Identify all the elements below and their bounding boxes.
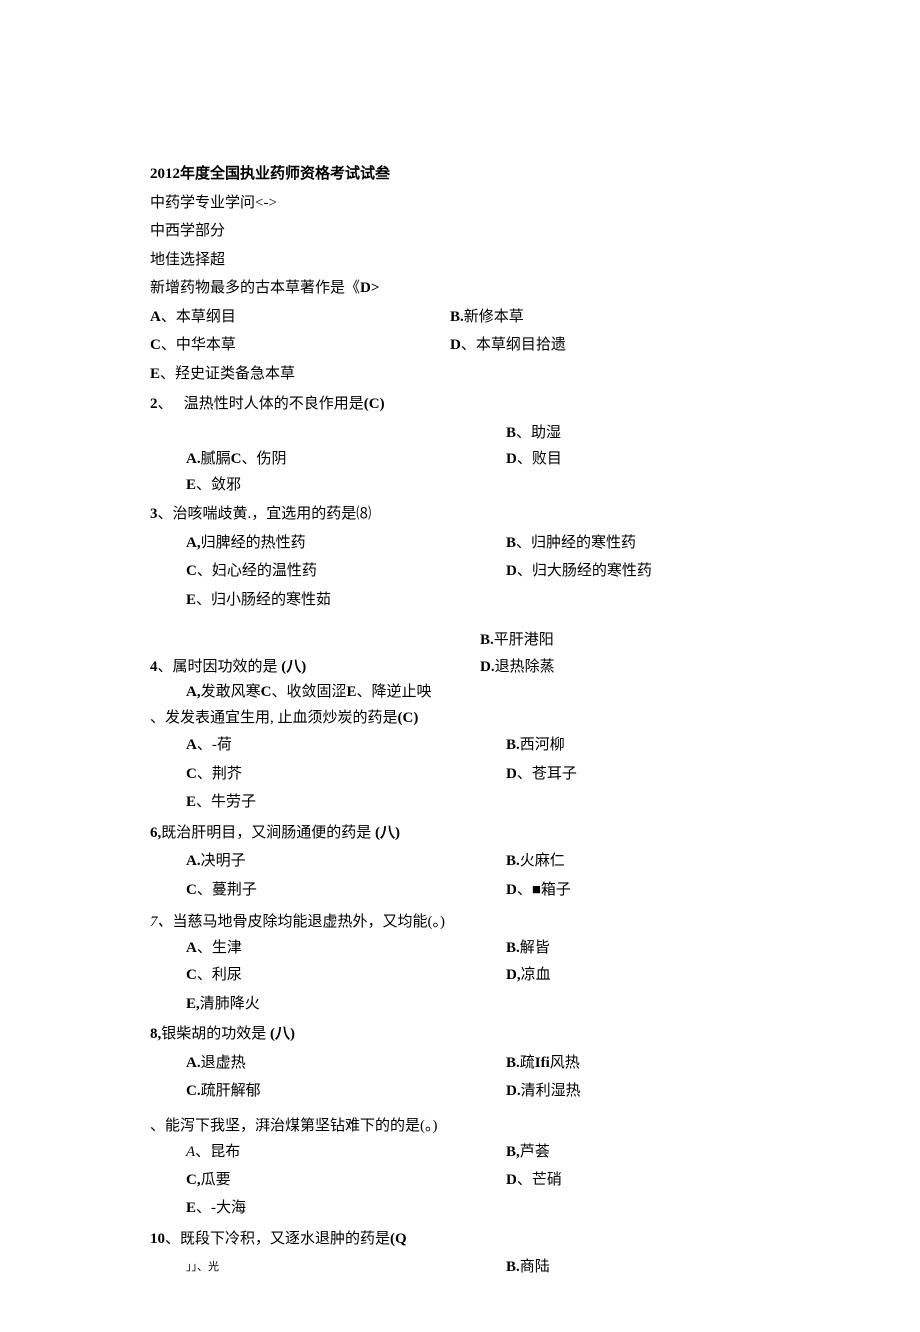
doc-sub3: 地佳选择超: [150, 246, 770, 275]
q9-stem: 、能泻下我坚，湃治煤第坚钻难下的的是(。): [150, 1112, 770, 1141]
q1-row2: C、中华本草 D、本草纲目拾遗: [150, 331, 770, 360]
q7-row1: A、生津 B.解皆: [150, 936, 770, 962]
doc-intro: 新增药物最多的古本草著作是《D>: [150, 274, 770, 303]
q7-row3: E,清肺降火: [150, 990, 770, 1019]
q4-optsline: A,发敢风寒C、收敛固涩E、降逆止咉: [150, 680, 770, 706]
q10-row1: 」」、光 B.商陆: [150, 1253, 770, 1282]
q4-stem: 4、属时因功效的是 (八) D.退热除蒸: [150, 655, 770, 681]
q7-stem: 7、当慈马地骨皮除均能退虚热外，又均能(。): [150, 910, 770, 936]
q3-row2: C、妇心经的温性药 D、归大肠经的寒性药: [150, 557, 770, 586]
q3-row1: A,归脾经的热性药 B、归肿经的寒性药: [150, 529, 770, 558]
q5-row1: A、-荷 B.西河柳: [150, 731, 770, 760]
q3-row3: E、归小肠经的寒性茹: [150, 586, 770, 615]
q6-stem: 6,既治肝明目，又涧肠通便的药是 (八): [150, 819, 770, 848]
q10-stem: 10、既段下冷积，又逐水退肿的药是(Q: [150, 1225, 770, 1254]
q2-row2: A.腻膈C、伤阴 D、败目: [150, 447, 770, 473]
q4-prerow: B.平肝港阳: [150, 626, 770, 655]
doc-title: 2012年度全国执业药师资格考试试叁: [150, 160, 770, 189]
doc-sub2: 中西学部分: [150, 217, 770, 246]
q6-row2: C、蔓荆子 D、■箱子: [150, 876, 770, 905]
q1-row1: A、本草纲目 B.新修本草: [150, 303, 770, 332]
q8-row1: A.退虚热 B.疏Ifi风热: [150, 1049, 770, 1078]
q2-stem: 2、 温热性时人体的不良作用是(C): [150, 390, 770, 419]
q2-row3: E、敛邪: [150, 473, 770, 499]
q8-row2: C.疏肝解郁 D.清利湿热: [150, 1077, 770, 1106]
q8-stem: 8,银柴胡的功效是 (八): [150, 1020, 770, 1049]
q5-stem: 、发发表通宜生用, 止血须炒炭的药是(C): [150, 706, 770, 732]
q7-row2: C、利尿 D,凉血: [150, 961, 770, 990]
q6-row1: A.决明子 B.火麻仁: [150, 847, 770, 876]
q9-row3: E、-大海: [150, 1194, 770, 1223]
q9-row1: A、昆布 B,芦荟: [150, 1140, 770, 1166]
q9-row2: C,瓜要 D、芒硝: [150, 1166, 770, 1195]
doc-sub1: 中药学专业学问<->: [150, 189, 770, 218]
q1-row3: E、羟史证类备急本草: [150, 360, 770, 389]
q2-row1: B、助湿: [150, 419, 770, 448]
q5-row2: C、荆芥 D、苍耳子: [150, 760, 770, 789]
q3-stem: 3、治咳喘歧黄.，宜选用的药是⑻: [150, 500, 770, 529]
q5-row3: E、牛劳子: [150, 788, 770, 817]
